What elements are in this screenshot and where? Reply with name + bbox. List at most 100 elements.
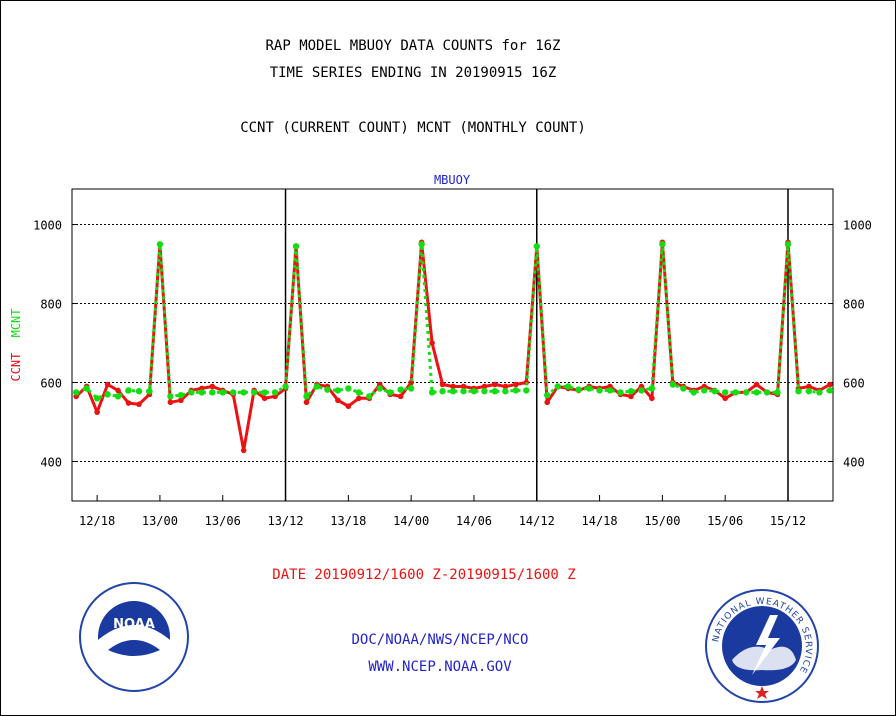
- point-mcnt-56: [659, 241, 666, 248]
- point-mcnt-22: [303, 393, 310, 400]
- y-label-ccnt: CCNT: [9, 353, 23, 382]
- point-mcnt-50: [596, 387, 603, 394]
- x-tick-label-13-18: 13/18: [330, 514, 366, 528]
- point-mcnt-3: [104, 391, 111, 398]
- point-mcnt-1: [83, 385, 90, 392]
- point-mcnt-61: [711, 388, 718, 395]
- y-tick-right-1000: 1000: [843, 219, 872, 233]
- point-mcnt-27: [355, 389, 363, 396]
- x-tick-label-13-12: 13/12: [267, 514, 303, 528]
- point-ccnt-31: [397, 393, 404, 400]
- y-tick-right-600: 600: [843, 377, 865, 391]
- x-tick-label-15-00: 15/00: [644, 514, 680, 528]
- y-tick-left-1000: 1000: [33, 219, 62, 233]
- point-mcnt-55: [648, 385, 656, 392]
- y-tick-right-400: 400: [843, 456, 865, 470]
- footer-agency-line: DOC/NOAA/NWS/NCEP/NCO: [351, 632, 529, 648]
- point-mcnt-53: [627, 388, 635, 395]
- point-ccnt-65: [753, 381, 760, 388]
- point-mcnt-26: [345, 385, 352, 392]
- point-mcnt-34: [428, 389, 436, 396]
- point-mcnt-13: [209, 389, 216, 396]
- point-mcnt-44: [533, 243, 540, 250]
- point-mcnt-11: [188, 389, 195, 396]
- point-mcnt-9: [167, 393, 174, 400]
- point-ccnt-22: [303, 399, 310, 406]
- chart-title-line-2: TIME SERIES ENDING IN 20190915 16Z: [269, 65, 557, 81]
- x-tick-label-14-00: 14/00: [393, 514, 429, 528]
- plot-area-frame: [71, 188, 834, 502]
- y-tick-left-600: 600: [40, 377, 62, 391]
- point-mcnt-15: [230, 389, 237, 396]
- point-mcnt-10: [177, 391, 185, 399]
- x-tick-label-13-00: 13/00: [142, 514, 178, 528]
- point-mcnt-29: [376, 385, 383, 392]
- x-tick-label-15-06: 15/06: [707, 514, 743, 528]
- y-label-mcnt: MCNT: [9, 308, 23, 337]
- point-mcnt-69: [795, 388, 802, 395]
- point-mcnt-67: [774, 389, 781, 396]
- point-ccnt-70: [806, 383, 812, 390]
- point-mcnt-68: [784, 241, 792, 248]
- point-mcnt-21: [292, 243, 300, 250]
- point-ccnt-2: [94, 409, 100, 415]
- y-tick-labels: 400 400 600 600 800 800 1000 1000: [33, 219, 872, 470]
- point-mcnt-59: [690, 389, 697, 396]
- point-ccnt-16: [240, 447, 247, 454]
- point-mcnt-14: [219, 389, 226, 396]
- point-ccnt-26: [345, 403, 352, 410]
- point-mcnt-40: [491, 388, 499, 395]
- point-ccnt-40: [492, 381, 498, 388]
- point-ccnt-4: [115, 387, 121, 394]
- point-mcnt-0: [72, 389, 80, 396]
- point-mcnt-8: [156, 241, 164, 248]
- point-mcnt-32: [407, 385, 415, 392]
- point-mcnt-24: [324, 386, 331, 393]
- date-range-label: DATE 20190912/1600 Z-20190915/1600 Z: [272, 567, 575, 583]
- series-lines: [72, 239, 834, 454]
- point-mcnt-45: [544, 391, 551, 399]
- point-ccnt-37: [460, 383, 467, 390]
- footer-website-link[interactable]: WWW.NCEP.NOAA.GOV: [368, 659, 512, 675]
- point-mcnt-63: [732, 389, 739, 396]
- point-ccnt-45: [544, 399, 551, 406]
- point-mcnt-35: [439, 388, 446, 395]
- x-tick-label-13-06: 13/06: [205, 514, 241, 528]
- noaa-logo-text: NOAA: [113, 617, 155, 632]
- x-tick-label-14-12: 14/12: [519, 514, 555, 528]
- point-mcnt-6: [135, 388, 143, 395]
- point-mcnt-57: [669, 381, 677, 388]
- grid-lines: [72, 224, 833, 463]
- series-line-ccnt: [75, 240, 831, 452]
- point-mcnt-39: [481, 388, 488, 395]
- point-mcnt-2: [93, 395, 101, 402]
- point-ccnt-6: [136, 401, 142, 408]
- point-mcnt-49: [585, 385, 593, 392]
- point-mcnt-25: [334, 387, 342, 394]
- point-mcnt-38: [470, 388, 478, 395]
- point-mcnt-70: [805, 388, 813, 395]
- point-mcnt-5: [125, 387, 132, 394]
- point-mcnt-62: [721, 389, 729, 396]
- y-tick-right-800: 800: [843, 298, 865, 312]
- point-mcnt-37: [460, 388, 467, 395]
- point-mcnt-36: [449, 388, 457, 395]
- point-mcnt-31: [397, 386, 404, 393]
- x-tick-label-14-06: 14/06: [456, 514, 492, 528]
- series-line-mcnt: [75, 242, 831, 400]
- point-ccnt-27: [356, 395, 362, 402]
- point-mcnt-23: [313, 383, 321, 390]
- point-ccnt-10: [178, 397, 184, 404]
- point-mcnt-60: [701, 387, 708, 394]
- point-mcnt-30: [387, 389, 394, 396]
- point-mcnt-19: [271, 389, 279, 396]
- y-tick-left-400: 400: [40, 456, 62, 470]
- point-mcnt-43: [523, 387, 530, 394]
- point-mcnt-18: [261, 389, 268, 396]
- chart-title-line-3: CCNT (CURRENT COUNT) MCNT (MONTHLY COUNT…: [240, 120, 586, 136]
- point-mcnt-12: [198, 389, 205, 396]
- point-mcnt-48: [575, 386, 582, 393]
- point-mcnt-20: [282, 383, 289, 390]
- point-mcnt-51: [606, 387, 614, 394]
